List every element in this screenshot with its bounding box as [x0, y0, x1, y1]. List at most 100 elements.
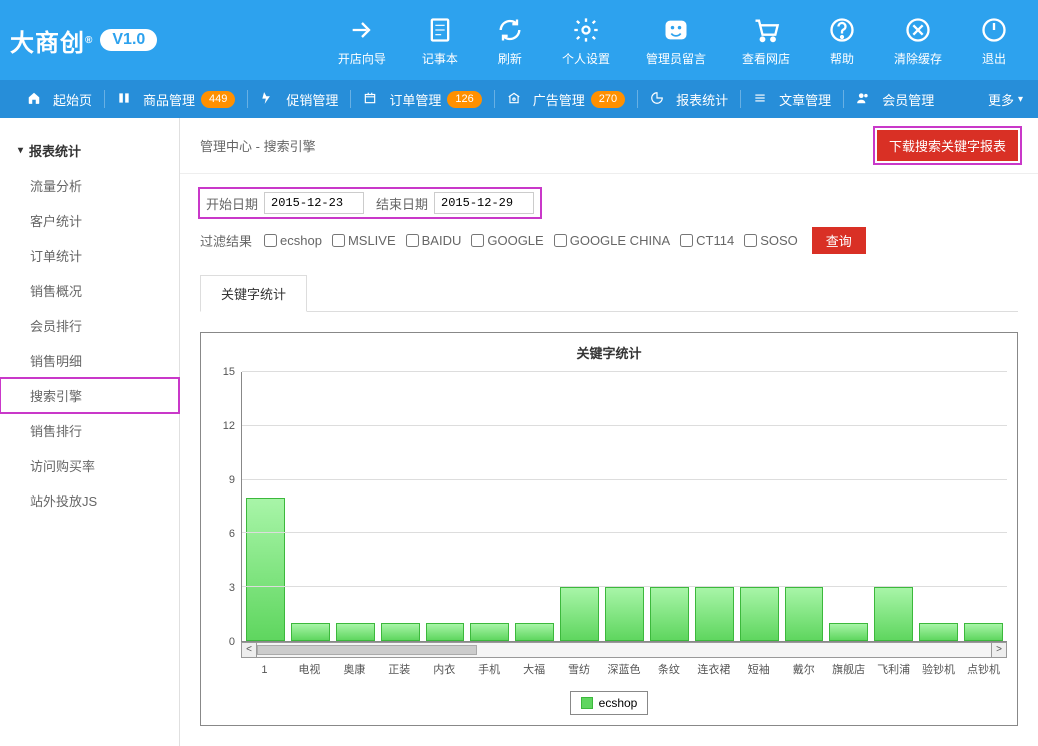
bar-5[interactable]	[470, 623, 509, 641]
notepad-icon	[424, 14, 456, 46]
sidebar-item-9[interactable]: 站外投放JS	[0, 483, 179, 518]
filter-option-soso[interactable]: SOSO	[744, 233, 798, 248]
nav-item-2[interactable]: 促销管理	[248, 80, 350, 118]
gridline	[242, 586, 1007, 587]
top-action-settings[interactable]: 个人设置	[544, 14, 628, 67]
sidebar-item-6[interactable]: 搜索引擎	[0, 378, 179, 413]
bar-12[interactable]	[785, 587, 824, 641]
x-label: 正装	[380, 664, 419, 677]
x-label: 大福	[515, 664, 554, 677]
nav-more[interactable]: 更多 ▾	[988, 90, 1023, 109]
nav-icon	[856, 91, 876, 108]
top-action-help[interactable]: 帮助	[808, 14, 876, 67]
filter-option-google-china[interactable]: GOOGLE CHINA	[554, 233, 670, 248]
end-date-label: 结束日期	[376, 194, 428, 213]
bar-9[interactable]	[650, 587, 689, 641]
filter-option-mslive[interactable]: MSLIVE	[332, 233, 396, 248]
bar-7[interactable]	[560, 587, 599, 641]
sidebar: 报表统计 流量分析客户统计订单统计销售概况会员排行销售明细搜索引擎销售排行访问购…	[0, 118, 180, 746]
refresh-icon	[494, 14, 526, 46]
settings-icon	[570, 14, 602, 46]
nav-item-3[interactable]: 订单管理126	[351, 80, 493, 118]
sidebar-item-8[interactable]: 访问购买率	[0, 448, 179, 483]
filter-results-label: 过滤结果	[200, 231, 252, 250]
bar-10[interactable]	[695, 587, 734, 641]
end-date-input[interactable]	[434, 192, 534, 214]
sidebar-item-2[interactable]: 订单统计	[0, 238, 179, 273]
bar-14[interactable]	[874, 587, 913, 641]
x-label: 内衣	[425, 664, 464, 677]
bar-3[interactable]	[381, 623, 420, 641]
sidebar-item-3[interactable]: 销售概况	[0, 273, 179, 308]
nav-item-1[interactable]: 商品管理449	[105, 80, 247, 118]
bar-11[interactable]	[740, 587, 779, 641]
filter-checkbox[interactable]	[264, 234, 277, 247]
filter-option-ct114[interactable]: CT114	[680, 233, 734, 248]
sidebar-title[interactable]: 报表统计	[0, 133, 179, 168]
x-label: 1	[245, 664, 284, 677]
x-label: 手机	[470, 664, 509, 677]
filter-checkbox[interactable]	[406, 234, 419, 247]
nav-icon	[363, 91, 383, 108]
sidebar-item-5[interactable]: 销售明细	[0, 343, 179, 378]
scroll-thumb[interactable]	[257, 645, 477, 655]
filter-checkbox[interactable]	[744, 234, 757, 247]
filter-row: 过滤结果 ecshop MSLIVE BAIDU GOOGLE GOOGLE C…	[200, 227, 1018, 254]
breadcrumb-center[interactable]: 管理中心	[200, 139, 252, 154]
gridline	[242, 532, 1007, 533]
top-action-shop[interactable]: 查看网店	[724, 14, 808, 67]
filter-checkbox[interactable]	[471, 234, 484, 247]
nav-icon	[117, 91, 137, 108]
x-label: 验钞机	[919, 664, 958, 677]
bar-6[interactable]	[515, 623, 554, 641]
nav-label: 订单管理	[389, 90, 441, 109]
filter-checkbox[interactable]	[554, 234, 567, 247]
bar-8[interactable]	[605, 587, 644, 641]
filter-checkbox[interactable]	[680, 234, 693, 247]
bar-4[interactable]	[426, 623, 465, 641]
bar-2[interactable]	[336, 623, 375, 641]
nav-item-5[interactable]: 报表统计	[638, 80, 740, 118]
filter-option-label: SOSO	[760, 233, 798, 248]
filter-option-ecshop[interactable]: ecshop	[264, 233, 322, 248]
top-action-message[interactable]: 管理员留言	[628, 14, 724, 67]
bar-0[interactable]	[246, 498, 285, 641]
guide-icon	[346, 14, 378, 46]
sidebar-item-7[interactable]: 销售排行	[0, 413, 179, 448]
x-label: 雪纺	[560, 664, 599, 677]
chart-scrollbar[interactable]: < >	[241, 642, 1007, 658]
sidebar-item-1[interactable]: 客户统计	[0, 203, 179, 238]
nav-item-4[interactable]: 广告管理270	[495, 80, 637, 118]
x-label: 短袖	[739, 664, 778, 677]
bar-15[interactable]	[919, 623, 958, 641]
y-tick: 3	[229, 582, 235, 594]
top-action-logout[interactable]: 退出	[960, 14, 1028, 67]
top-action-notepad[interactable]: 记事本	[404, 14, 476, 67]
filter-option-baidu[interactable]: BAIDU	[406, 233, 462, 248]
scroll-left-button[interactable]: <	[241, 642, 257, 658]
sidebar-item-0[interactable]: 流量分析	[0, 168, 179, 203]
scroll-track[interactable]	[257, 642, 991, 658]
shop-icon	[750, 14, 782, 46]
bar-1[interactable]	[291, 623, 330, 641]
logo: 大商创® V1.0	[10, 23, 157, 58]
nav-label: 会员管理	[882, 90, 934, 109]
download-report-button[interactable]: 下载搜索关键字报表	[877, 130, 1018, 161]
filter-checkbox[interactable]	[332, 234, 345, 247]
sidebar-item-4[interactable]: 会员排行	[0, 308, 179, 343]
start-date-input[interactable]	[264, 192, 364, 214]
filter-option-google[interactable]: GOOGLE	[471, 233, 543, 248]
tab-keyword-stats[interactable]: 关键字统计	[200, 275, 307, 312]
top-action-guide[interactable]: 开店向导	[320, 14, 404, 67]
gridline	[242, 371, 1007, 372]
top-action-clear[interactable]: 清除缓存	[876, 14, 960, 67]
nav-item-0[interactable]: 起始页	[15, 80, 104, 118]
bar-16[interactable]	[964, 623, 1003, 641]
nav-item-6[interactable]: 文章管理	[741, 80, 843, 118]
scroll-right-button[interactable]: >	[991, 642, 1007, 658]
bar-13[interactable]	[829, 623, 868, 641]
nav-item-7[interactable]: 会员管理	[844, 80, 946, 118]
nav-icon	[753, 91, 773, 108]
query-button[interactable]: 查询	[812, 227, 866, 254]
top-action-refresh[interactable]: 刷新	[476, 14, 544, 67]
